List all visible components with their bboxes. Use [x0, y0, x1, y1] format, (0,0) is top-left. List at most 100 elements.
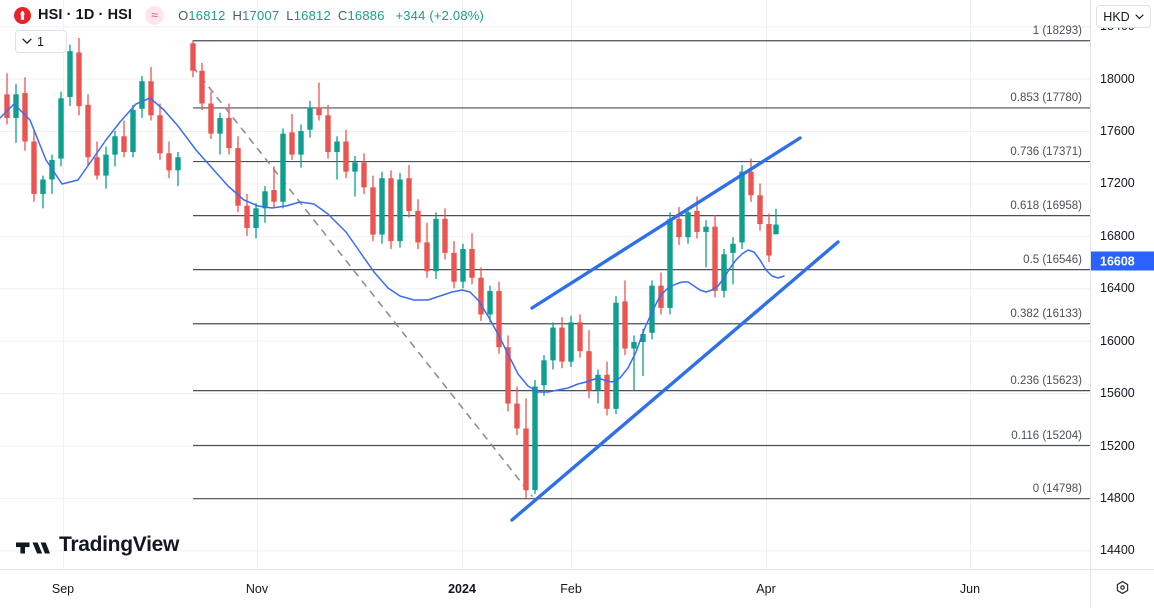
chart-canvas [0, 0, 1091, 570]
candle-body [289, 132, 295, 155]
candle-body [235, 148, 241, 206]
candle-body [40, 179, 46, 194]
candle-body [577, 322, 583, 352]
candlestick [604, 361, 610, 416]
candlestick [541, 355, 547, 396]
candle-body [121, 136, 127, 152]
candlestick [361, 153, 367, 194]
tradingview-logo-icon [16, 542, 50, 554]
candlestick [640, 328, 646, 377]
candle-body [244, 205, 250, 228]
candle-body [370, 187, 376, 235]
symbol-title[interactable]: HSI · 1D · HSI [38, 7, 133, 23]
candle-body [451, 252, 457, 282]
interval-dropdown[interactable]: 1 [15, 30, 67, 53]
candlestick [262, 186, 268, 223]
candlestick [559, 317, 565, 369]
chart-settings-button[interactable] [1090, 570, 1154, 607]
candlestick [487, 285, 493, 323]
candle-body [773, 224, 779, 235]
candlestick [271, 166, 277, 208]
candlestick [649, 280, 655, 340]
time-axis-tick: Nov [245, 582, 269, 596]
candle-body [262, 191, 268, 209]
price-axis[interactable]: HKD 184001800017600172001680016400160001… [1090, 0, 1154, 570]
wave-indicator-icon[interactable]: ≈ [145, 5, 165, 25]
candlestick [13, 83, 19, 143]
channel-line-lower[interactable] [510, 240, 840, 522]
channel-line-upper[interactable] [530, 136, 802, 310]
candle-body [343, 141, 349, 172]
price-axis-tick: 14400 [1100, 543, 1135, 558]
ohlc-key: H [232, 7, 243, 23]
candlestick [94, 141, 100, 180]
fib-level-label: 0.382 (16133) [1010, 308, 1082, 321]
candlestick [76, 38, 82, 116]
chart-plot-area[interactable] [0, 0, 1091, 570]
candle-body [112, 136, 118, 155]
candlestick [334, 136, 340, 180]
candlestick [31, 131, 37, 202]
chart-header: HSI · 1D · HSI ≈ O16812 H17007 L16812 C1688… [0, 0, 1154, 30]
candle-body [748, 171, 754, 196]
candle-body [586, 351, 592, 391]
candle-body [280, 133, 286, 202]
candle-body [478, 277, 484, 315]
currency-selector[interactable]: HKD [1096, 5, 1151, 28]
candlestick [766, 213, 772, 263]
fib-level-label: 0.853 (17780) [1010, 92, 1082, 105]
ohlc-value: 16812 [188, 7, 226, 23]
chevron-down-icon [22, 38, 32, 44]
current-price-badge: 16608 [1091, 251, 1154, 271]
candle-body [550, 327, 556, 361]
candlestick [622, 280, 628, 356]
candlestick [460, 243, 466, 289]
candle-body [415, 210, 421, 243]
candle-body [622, 301, 628, 349]
candlestick [379, 171, 385, 244]
candlestick [388, 170, 394, 249]
candle-body [76, 52, 82, 107]
candle-body [649, 285, 655, 333]
candle-body [694, 210, 700, 232]
candle-body [460, 248, 466, 282]
candlestick [307, 100, 313, 138]
time-axis[interactable]: Sep Nov 2024 Feb Apr Jun [0, 569, 1154, 608]
price-axis-tick: 16000 [1100, 333, 1135, 348]
candlestick [532, 380, 538, 494]
candle-body [469, 248, 475, 278]
price-axis-tick: 18000 [1100, 71, 1135, 86]
candle-body [739, 171, 745, 243]
candlestick [433, 212, 439, 280]
candle-body [94, 157, 100, 176]
candle-body [31, 141, 37, 194]
candle-body [361, 162, 367, 188]
candlestick [568, 315, 574, 367]
candlestick [550, 322, 556, 370]
candlestick [58, 91, 64, 167]
candlestick [631, 335, 637, 391]
candlestick [103, 146, 109, 189]
candle-body [199, 70, 205, 104]
candlestick [49, 154, 55, 194]
candlestick [217, 112, 223, 155]
candlestick [595, 369, 601, 404]
candlestick [85, 94, 91, 166]
candle-body [4, 94, 10, 118]
candlestick [685, 207, 691, 244]
candlestick [469, 233, 475, 285]
candle-body [190, 43, 196, 71]
candle-body [85, 104, 91, 158]
fib-level-label: 0.618 (16958) [1010, 200, 1082, 213]
candlestick [199, 62, 205, 111]
candlestick [343, 129, 349, 179]
ohlc-key: L [286, 7, 294, 23]
price-axis-tick: 14800 [1100, 490, 1135, 505]
candlestick [505, 335, 511, 412]
downtrend-dashed-line[interactable] [192, 66, 533, 497]
candlestick [658, 272, 664, 315]
candle-body [130, 110, 136, 152]
candlestick [757, 183, 763, 231]
candlestick [703, 220, 709, 268]
candle-body [208, 103, 214, 134]
